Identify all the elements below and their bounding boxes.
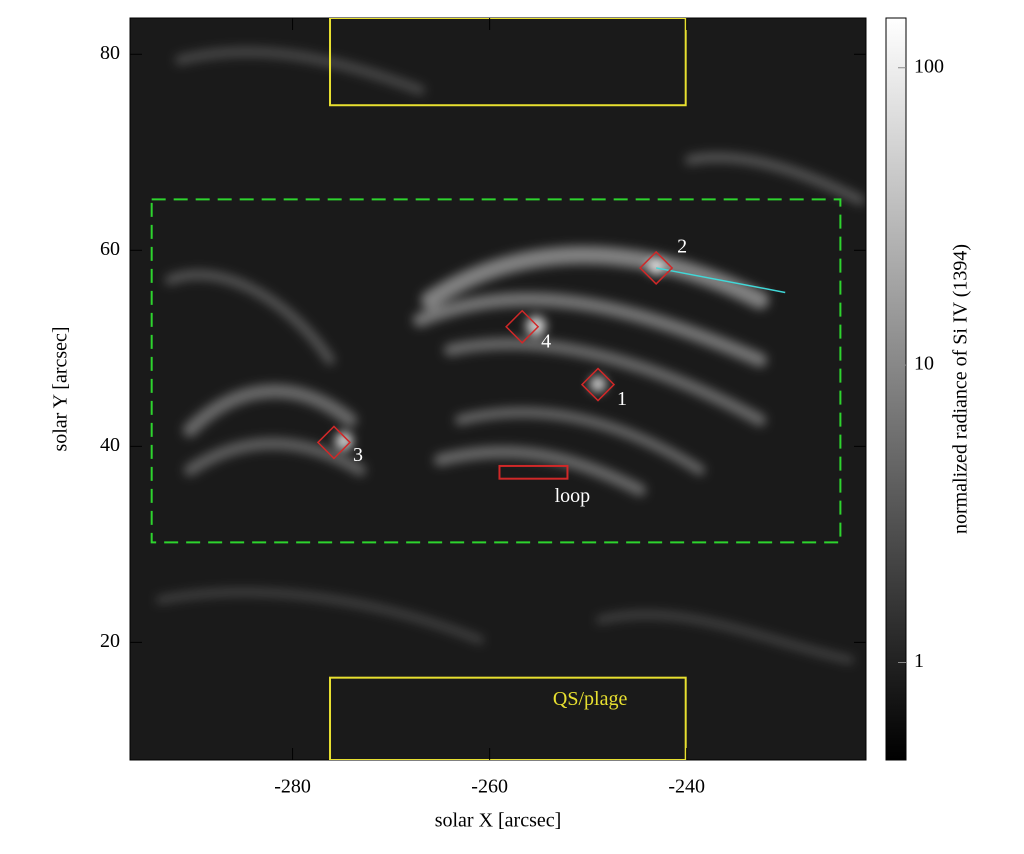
cut-line	[655, 267, 786, 294]
region-box	[498, 464, 569, 480]
x-tick-label: -260	[471, 776, 508, 798]
marker-label: 3	[353, 444, 363, 466]
annotation: QS/plage	[553, 688, 628, 710]
x-tick-label: -280	[274, 776, 311, 798]
marker-label: 2	[677, 236, 687, 258]
marker-diamond	[505, 309, 540, 344]
marker-diamond	[580, 367, 616, 402]
marker-label: 4	[541, 330, 551, 352]
overlays	[150, 18, 842, 760]
y-axis-label: solar Y [arcsec]	[50, 326, 72, 451]
solar-image	[130, 18, 866, 760]
marker-diamond	[639, 250, 674, 286]
region-box	[329, 18, 687, 107]
y-tick-label: 40	[100, 434, 120, 456]
x-axis-label: solar X [arcsec]	[435, 810, 562, 832]
region-box	[329, 676, 687, 760]
y-tick-label: 20	[100, 630, 120, 652]
x-tick-label: -240	[668, 776, 705, 798]
y-tick-label: 80	[100, 42, 120, 64]
colorbar-tick-label: 1	[914, 650, 924, 672]
region-box	[150, 198, 842, 544]
annotation: loop	[555, 485, 591, 507]
colorbar-label: normalized radiance of Si IV (1394)	[950, 244, 972, 534]
y-tick-label: 60	[100, 238, 120, 260]
marker-label: 1	[617, 388, 627, 410]
colorbar-tick-label: 10	[914, 353, 934, 375]
colorbar	[885, 17, 907, 761]
colorbar-tick-label: 100	[914, 55, 944, 77]
marker-diamond	[316, 425, 352, 460]
